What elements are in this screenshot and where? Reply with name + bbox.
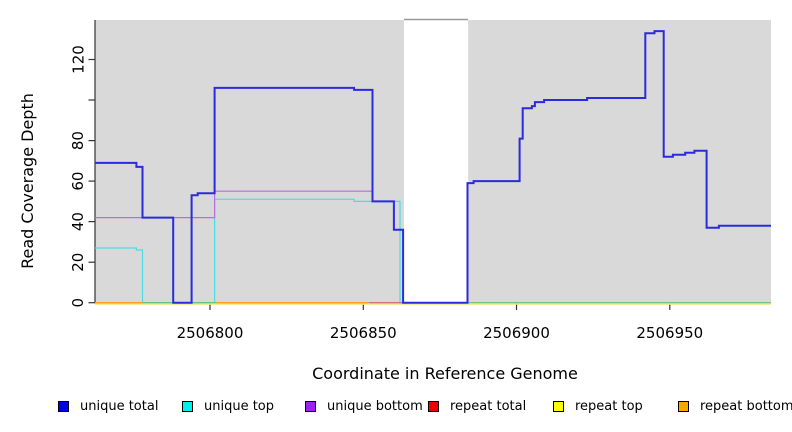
plot-background-left: [95, 20, 404, 304]
legend-swatch-icon: [305, 400, 316, 412]
no-data-band: [404, 20, 469, 304]
y-axis-tick-label: 80: [69, 131, 87, 150]
legend-swatch-icon: [553, 400, 564, 412]
y-axis-tick-label: 60: [69, 172, 87, 191]
legend: unique total unique top unique bottom repea…: [0, 396, 792, 420]
plot-background-right: [468, 20, 771, 304]
legend-label: repeat top: [575, 398, 643, 414]
legend-label: unique top: [204, 398, 275, 414]
series-unique-top: [95, 198, 468, 304]
legend-swatch-icon: [428, 400, 439, 412]
legend-swatch-icon: [182, 400, 193, 412]
x-axis-tick-label: 2506950: [636, 324, 703, 342]
legend-swatch-icon: [678, 400, 689, 412]
y-axis-tick-label: 0: [69, 298, 87, 308]
x-axis-tick-label: 2506900: [483, 324, 550, 342]
x-axis-tick-label: 2506800: [177, 324, 244, 342]
x-axis-tick-label: 2506850: [330, 324, 397, 342]
series-unique-total: [95, 30, 771, 304]
y-axis-tick-label: 20: [69, 253, 87, 272]
legend-item-unique-bottom: unique bottom: [305, 396, 423, 416]
legend-item-repeat-bottom: repeat bottom: [678, 396, 792, 416]
y-axis-title: Read Coverage Depth: [18, 93, 37, 269]
y-axis-tick-label: 40: [69, 212, 87, 231]
legend-item-unique-total: unique total: [58, 396, 158, 416]
legend-label: unique bottom: [327, 398, 423, 414]
legend-item-repeat-total: repeat total: [428, 396, 526, 416]
legend-label: repeat bottom: [700, 398, 792, 414]
x-axis-title: Coordinate in Reference Genome: [312, 364, 578, 383]
legend-label: repeat total: [450, 398, 527, 414]
legend-label: unique total: [80, 398, 159, 414]
y-axis-tick-label: 120: [69, 45, 87, 74]
legend-swatch-icon: [58, 400, 69, 412]
legend-item-unique-top: unique top: [182, 396, 274, 416]
plot-area: 0 20 40 60 80 120 2506800 2506850 2506900 2506950: [69, 18, 771, 342]
legend-item-repeat-top: repeat top: [553, 396, 643, 416]
